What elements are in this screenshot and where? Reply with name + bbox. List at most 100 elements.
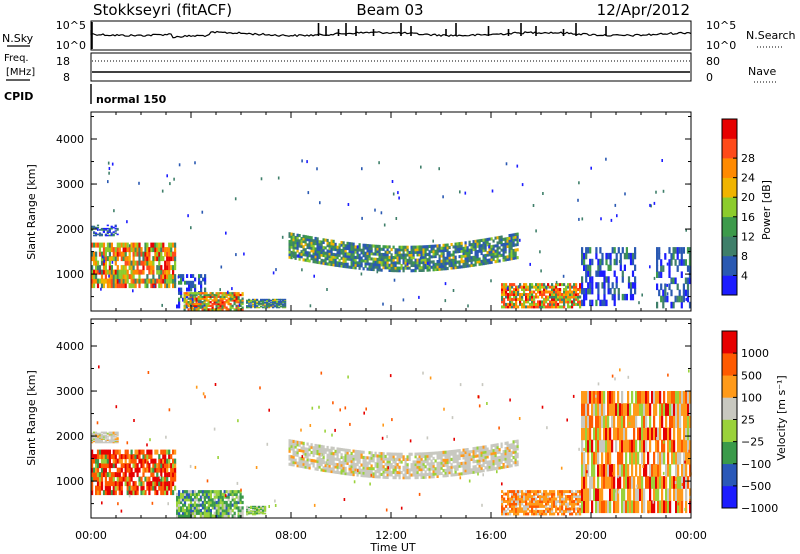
data-cell (595, 415, 598, 428)
data-cell (446, 450, 449, 454)
data-cell (585, 415, 588, 428)
data-cell (166, 274, 169, 280)
data-cell (617, 391, 620, 404)
data-cell (372, 459, 375, 463)
data-cell (342, 241, 345, 245)
data-cell (262, 512, 265, 514)
data-cell (217, 509, 220, 513)
data-cell (320, 444, 323, 448)
data-cell (203, 293, 206, 297)
data-cell (571, 497, 574, 501)
data-cell (488, 462, 491, 466)
data-cell (436, 244, 439, 248)
data-cell (102, 260, 106, 266)
data-cell (100, 260, 104, 266)
data-cell (370, 252, 373, 256)
data-cell (112, 458, 115, 464)
data-cell (166, 283, 169, 289)
data-cell (486, 460, 489, 464)
data-cell (114, 449, 117, 455)
data-cell (231, 503, 234, 507)
data-cell (446, 246, 449, 250)
data-cell (515, 492, 518, 496)
data-cell (414, 476, 417, 480)
data-cell (146, 476, 149, 482)
power-colorbar-label: 20 (741, 191, 755, 204)
data-cell (466, 246, 469, 250)
data-cell (533, 302, 536, 306)
data-cell (290, 245, 293, 249)
data-cell (643, 451, 646, 465)
data-cell (201, 302, 204, 306)
data-cell (384, 457, 387, 461)
data-cell (509, 490, 512, 494)
data-cell (418, 455, 421, 459)
data-cell (108, 251, 111, 257)
data-cell (513, 492, 516, 496)
data-cell (358, 468, 361, 472)
data-cell (553, 288, 556, 291)
data-cell (408, 261, 411, 265)
data-cell (174, 476, 177, 482)
noise-spikes (91, 22, 607, 49)
data-cell (581, 391, 584, 404)
data-cell (200, 287, 203, 292)
data-cell (352, 250, 355, 254)
data-speck (138, 181, 140, 185)
data-cell (108, 449, 111, 455)
data-cell (476, 257, 479, 261)
data-cell (364, 256, 367, 260)
data-cell (312, 249, 315, 253)
data-cell (366, 267, 369, 271)
data-cell (166, 251, 169, 257)
data-cell (396, 261, 399, 265)
data-cell (104, 481, 107, 487)
data-cell (178, 503, 181, 507)
data-cell (432, 462, 435, 466)
data-cell (104, 431, 107, 434)
data-cell (294, 445, 297, 449)
data-cell (402, 269, 405, 273)
data-cell (420, 266, 423, 270)
data-cell (619, 264, 622, 271)
data-cell (410, 245, 413, 249)
data-cell (104, 437, 107, 439)
data-cell (324, 238, 327, 242)
data-cell (156, 251, 159, 257)
data-cell (480, 448, 483, 452)
data-cell (501, 293, 504, 296)
data-cell (376, 260, 379, 264)
data-cell (641, 500, 644, 514)
data-cell (146, 274, 149, 280)
data-cell (154, 449, 157, 455)
data-cell (406, 253, 409, 257)
data-cell (448, 261, 451, 265)
data-cell (420, 455, 423, 459)
data-cell (112, 449, 115, 455)
data-cell (174, 485, 177, 491)
data-cell (501, 295, 504, 299)
data-cell (492, 457, 495, 461)
data-cell (132, 278, 135, 284)
data-cell (543, 305, 546, 309)
data-cell (252, 301, 255, 303)
data-cell (148, 485, 151, 491)
data-cell (625, 439, 628, 453)
data-cell (191, 490, 195, 494)
data-cell (352, 457, 355, 461)
data-cell (100, 458, 104, 464)
data-cell (326, 241, 329, 245)
data-cell (382, 266, 385, 270)
data-cell (378, 258, 381, 262)
data-cell (95, 256, 98, 262)
data-cell (193, 511, 197, 515)
data-cell (571, 495, 574, 498)
data-cell (525, 300, 528, 304)
data-cell (254, 512, 257, 514)
data-cell (380, 459, 383, 463)
data-cell (100, 449, 104, 455)
data-cell (559, 502, 562, 506)
data-cell (174, 265, 177, 271)
data-cell (96, 226, 100, 229)
data-cell (310, 443, 313, 447)
